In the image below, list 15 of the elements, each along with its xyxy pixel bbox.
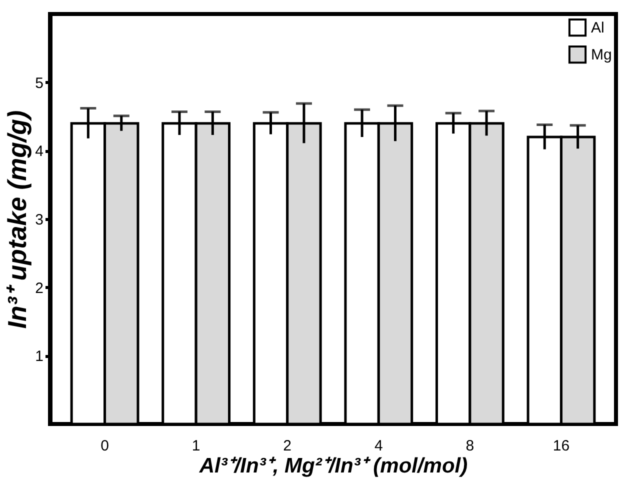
legend-label: Al (591, 20, 604, 36)
y-tick-label: 2 (35, 280, 44, 297)
x-tick-label: 1 (192, 438, 200, 454)
x-tick-label: 0 (100, 438, 109, 454)
x-axis-title: Al³⁺/In³⁺, Mg²⁺/In³⁺ (mol/mol) (198, 454, 468, 478)
y-tick-label: 3 (35, 212, 44, 228)
x-tick-label: 4 (374, 438, 383, 454)
x-tick-label: 2 (283, 438, 292, 454)
y-tick-label: 5 (35, 74, 44, 92)
y-tick-label: 1 (35, 348, 44, 366)
y-axis-title: In³⁺ uptake (mg/g) (2, 110, 32, 329)
x-tick-label: 16 (552, 438, 570, 454)
y-tick-label: 4 (35, 143, 44, 160)
legend-label: Mg (591, 46, 612, 64)
x-tick-label: 8 (466, 438, 474, 454)
